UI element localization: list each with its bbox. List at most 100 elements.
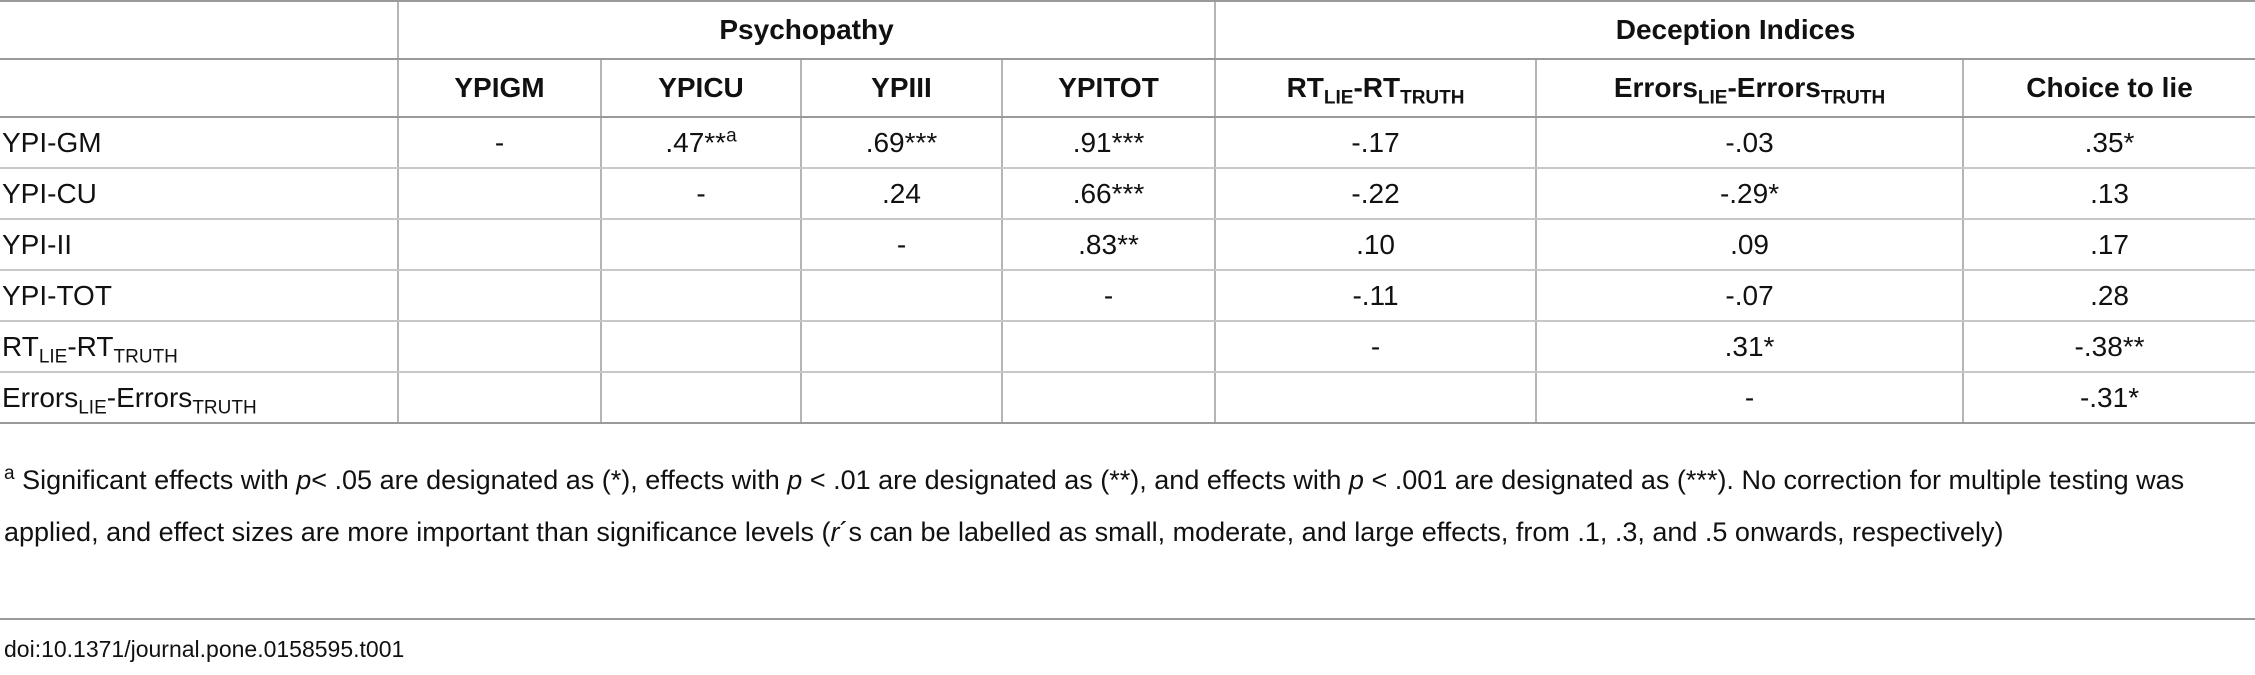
cell xyxy=(1000,321,1216,373)
group-header-row: Psychopathy Deception Indices xyxy=(0,0,2255,60)
cell: .28 xyxy=(1962,270,2255,322)
cell: - xyxy=(1214,321,1537,373)
text-run: Errors xyxy=(2,381,79,413)
sup-text: a xyxy=(726,125,737,147)
footnote: a Significant effects with p< .05 are de… xyxy=(4,454,2251,610)
column-header: YPIII xyxy=(800,59,1002,118)
cell: .09 xyxy=(1535,219,1964,271)
cell xyxy=(800,372,1002,424)
cell: .69*** xyxy=(800,117,1002,169)
text-run: < .05 are designated as (*), effects wit… xyxy=(311,465,788,495)
table-row: YPI-GM - .47**a .69*** .91*** -.17 -.03.35* xyxy=(0,117,2255,169)
cell xyxy=(600,270,801,322)
cell: - xyxy=(397,117,601,169)
cell: .24 xyxy=(800,168,1002,220)
cell xyxy=(397,372,601,424)
cell: -.03 xyxy=(1535,117,1964,169)
text-run: Errors xyxy=(1613,72,1698,103)
sub-text: LIE xyxy=(78,397,107,419)
table-row: YPI-II - .83** .10.09.17 xyxy=(0,219,2255,271)
cell: .35* xyxy=(1962,117,2255,169)
cell: .10 xyxy=(1214,219,1537,271)
empty-header xyxy=(0,0,398,60)
sub-text: LIE xyxy=(1323,87,1354,109)
cell: -.31* xyxy=(1962,372,2255,424)
doi: doi:10.1371/journal.pone.0158595.t001 xyxy=(4,636,405,662)
cell: .66*** xyxy=(1000,168,1216,220)
row-label: ErrorsLIE-ErrorsTRUTH xyxy=(0,372,398,424)
cell: .31* xyxy=(1535,321,1964,373)
text-run: -RT xyxy=(1353,72,1401,103)
cell xyxy=(800,321,1002,373)
cell: -.11 xyxy=(1214,270,1537,322)
table-row: YPI-CU - .24.66*** -.22 -.29* .13 xyxy=(0,168,2255,220)
sub-text: TRUTH xyxy=(1400,87,1465,109)
cell: .17 xyxy=(1962,219,2255,271)
row-label: YPI-TOT xyxy=(0,270,398,322)
row-label: RTLIE-RTTRUTH xyxy=(0,321,398,373)
italic-text: p xyxy=(296,465,312,495)
text-run: Significant effects with xyxy=(14,465,297,495)
column-header xyxy=(0,59,398,118)
column-header: RTLIE-RTTRUTH xyxy=(1214,59,1537,118)
group-header: Deception Indices xyxy=(1214,0,2255,60)
sub-text: LIE xyxy=(1697,87,1728,109)
cell: .47**a xyxy=(600,117,801,169)
divider xyxy=(0,618,2255,620)
column-header: YPICU xyxy=(600,59,801,118)
text-run: -RT xyxy=(67,330,114,362)
group-header: Psychopathy xyxy=(396,0,1216,60)
text-run: < .01 are designated as (**), and effect… xyxy=(802,465,1349,495)
row-label: YPI-GM xyxy=(0,117,398,169)
cell: - xyxy=(800,219,1002,271)
italic-text: p xyxy=(1348,465,1364,495)
cell: .13 xyxy=(1962,168,2255,220)
cell xyxy=(397,321,601,373)
column-header: YPITOT xyxy=(1000,59,1216,118)
text-run: ´s can be labelled as small, moderate, a… xyxy=(839,517,2004,547)
cell: -.07 xyxy=(1535,270,1964,322)
row-label: YPI-II xyxy=(0,219,398,271)
text-run: RT xyxy=(1286,72,1324,103)
row-label: YPI-CU xyxy=(0,168,398,220)
sup-text: a xyxy=(4,463,15,484)
table-row: ErrorsLIE-ErrorsTRUTH - -.31* xyxy=(0,372,2255,424)
correlation-table: Psychopathy Deception Indices YPIGM YPICU… xyxy=(0,0,2255,424)
text-run: RT xyxy=(2,330,39,362)
table-row: RTLIE-RTTRUTH - .31* -.38** xyxy=(0,321,2255,373)
cell: - xyxy=(1535,372,1964,424)
italic-text: p xyxy=(787,465,803,495)
cell: -.22 xyxy=(1214,168,1537,220)
column-header: YPIGM xyxy=(397,59,601,118)
cell: - xyxy=(1000,270,1216,322)
text-run: .47** xyxy=(665,126,727,158)
column-header: ErrorsLIE-ErrorsTRUTH xyxy=(1535,59,1964,118)
table-body: YPI-GM - .47**a .69*** .91*** -.17 -.03.35* YPI… xyxy=(0,117,2255,424)
sub-text: TRUTH xyxy=(192,397,257,419)
cell xyxy=(397,168,601,220)
sub-text: TRUTH xyxy=(1820,87,1886,109)
cell: -.38** xyxy=(1962,321,2255,373)
cell xyxy=(600,372,801,424)
cell: - xyxy=(600,168,801,220)
cell xyxy=(1214,372,1537,424)
table-row: YPI-TOT - -.11 -.07.28 xyxy=(0,270,2255,322)
cell xyxy=(600,321,801,373)
cell xyxy=(397,219,601,271)
sub-text: LIE xyxy=(38,346,68,368)
cell xyxy=(1000,372,1216,424)
column-header-row: YPIGM YPICU YPIII YPITOT RTLIE-RTTRUTH Errors… xyxy=(0,59,2255,118)
text-run: -Errors xyxy=(106,381,193,413)
cell: -.17 xyxy=(1214,117,1537,169)
cell xyxy=(800,270,1002,322)
sub-text: TRUTH xyxy=(113,346,178,368)
cell: -.29* xyxy=(1535,168,1964,220)
cell: .83** xyxy=(1000,219,1216,271)
cell xyxy=(397,270,601,322)
italic-text: r xyxy=(830,517,840,547)
text-run: -Errors xyxy=(1727,72,1821,103)
text-run: < .001 are designated as (***). No corre… xyxy=(4,465,2185,547)
column-header: Choice to lie xyxy=(1962,59,2255,118)
cell: .91*** xyxy=(1000,117,1216,169)
